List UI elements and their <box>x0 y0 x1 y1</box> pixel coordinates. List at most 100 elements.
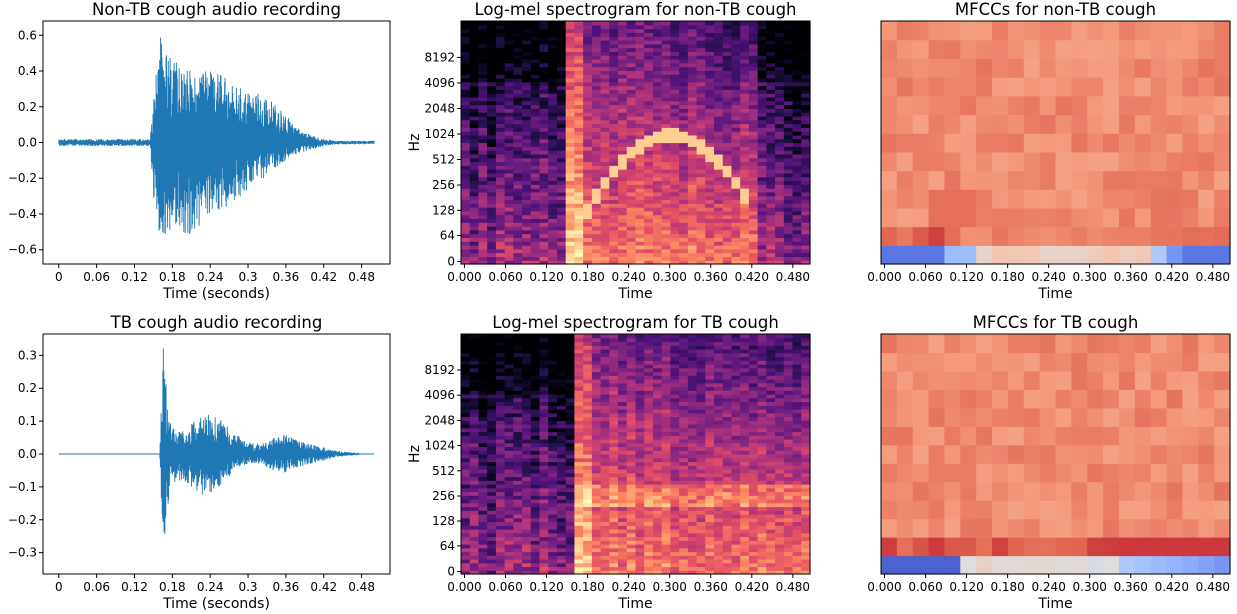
spectrogram-cell <box>618 207 628 212</box>
spectrogram-cell <box>670 379 680 384</box>
spectrogram-cell <box>574 226 584 231</box>
spectrogram-cell <box>583 96 593 102</box>
spectrogram-cell <box>775 203 785 208</box>
spectrogram-cell <box>487 134 497 140</box>
spectrogram-panel: 0.000 0.060 0.120 0.180 0.240 0.300 0.360 0.420… <box>407 0 811 302</box>
spectrogram-cell <box>487 131 497 136</box>
spectrogram-cell <box>731 108 741 113</box>
spectrogram-cell <box>714 233 724 239</box>
spectrogram-cell <box>679 28 689 33</box>
spectrogram-cell <box>687 43 698 49</box>
spectrogram-cell <box>722 55 733 60</box>
spectrogram-cell <box>548 409 558 414</box>
spectrogram-cell <box>530 360 541 365</box>
spectrogram-cell <box>591 454 602 459</box>
spectrogram-cell <box>687 214 698 220</box>
spectrogram-cell <box>487 502 497 508</box>
spectrogram-cell <box>635 66 645 71</box>
spectrogram-cell <box>652 484 663 489</box>
spectrogram-cell <box>530 214 541 220</box>
spectrogram-cell <box>670 559 680 564</box>
spectrogram-cell <box>731 161 741 166</box>
spectrogram-cell <box>626 131 637 136</box>
spectrogram-cell <box>696 427 706 433</box>
spectrogram-cell <box>801 104 811 109</box>
spectrogram-cell <box>478 412 488 418</box>
spectrogram-cell <box>766 24 776 30</box>
spectrogram-cell <box>530 510 541 515</box>
spectrogram-cell <box>705 150 715 155</box>
spectrogram-cell <box>469 146 480 151</box>
spectrogram-cell <box>652 81 663 87</box>
spectrogram-cell <box>748 252 759 258</box>
spectrogram-cell <box>565 214 576 220</box>
spectrogram-cell <box>618 169 628 174</box>
spectrogram-cell <box>679 115 689 121</box>
spectrogram-cell <box>757 252 767 258</box>
spectrogram-cell <box>731 39 741 45</box>
spectrogram-cell <box>539 345 549 350</box>
spectrogram-cell <box>591 161 602 166</box>
spectrogram-cell <box>478 450 488 455</box>
spectrogram-cell <box>687 89 698 94</box>
spectrogram-cell <box>513 469 523 474</box>
mfcc-cell <box>1182 189 1199 209</box>
spectrogram-cell <box>504 356 514 361</box>
spectrogram-cell <box>626 229 637 235</box>
spectrogram-cell <box>504 371 514 376</box>
spectrogram-cell <box>530 55 541 60</box>
spectrogram-cell <box>783 176 794 182</box>
mfcc-cell <box>896 226 914 246</box>
spectrogram-cell <box>792 172 802 178</box>
spectrogram-cell <box>775 165 785 170</box>
spectrogram-cell <box>652 551 663 556</box>
spectrogram-cell <box>548 499 558 504</box>
spectrogram-cell <box>539 536 549 541</box>
spectrogram-cell <box>696 506 706 511</box>
spectrogram-cell <box>513 480 523 485</box>
spectrogram-cell <box>609 469 619 474</box>
spectrogram-cell <box>783 85 794 90</box>
spectrogram-cell <box>626 394 637 399</box>
spectrogram-cell <box>635 191 645 197</box>
spectrogram-cell <box>478 24 488 30</box>
spectrogram-cell <box>661 566 671 571</box>
spectrogram-cell <box>461 172 471 178</box>
spectrogram-cell <box>644 337 654 343</box>
spectrogram-cell <box>626 356 637 361</box>
spectrogram-cell <box>644 28 654 33</box>
mfcc-cell <box>896 245 914 265</box>
mfcc-cell <box>1134 77 1152 97</box>
spectrogram-cell <box>600 43 610 49</box>
spectrogram-cell <box>548 93 558 98</box>
spectrogram-cell <box>696 390 706 395</box>
x-tick-label: 0.36 <box>273 270 300 284</box>
mfcc-cell <box>1166 39 1184 59</box>
spectrogram-cell <box>661 203 671 208</box>
spectrogram-cell <box>714 100 724 106</box>
spectrogram-cell <box>714 409 724 414</box>
spectrogram-cell <box>556 89 567 94</box>
spectrogram-cell <box>583 559 593 564</box>
spectrogram-cell <box>635 427 645 433</box>
spectrogram-cell <box>565 555 576 560</box>
spectrogram-cell <box>661 32 671 37</box>
spectrogram-cell <box>652 248 663 254</box>
spectrogram-cell <box>478 484 488 489</box>
spectrogram-cell <box>635 450 645 455</box>
spectrogram-cell <box>679 119 689 125</box>
spectrogram-cell <box>487 58 497 64</box>
spectrogram-cell <box>591 96 602 102</box>
spectrogram-cell <box>565 341 576 346</box>
spectrogram-cell <box>652 480 663 485</box>
spectrogram-cell <box>583 123 593 128</box>
spectrogram-cell <box>469 89 480 94</box>
spectrogram-cell <box>522 77 532 83</box>
spectrogram-cell <box>635 394 645 399</box>
spectrogram-cell <box>705 379 715 384</box>
spectrogram-cell <box>556 241 567 246</box>
spectrogram-cell <box>644 36 654 41</box>
spectrogram-cell <box>495 397 506 403</box>
spectrogram-cell <box>478 108 488 113</box>
spectrogram-cell <box>556 104 567 109</box>
